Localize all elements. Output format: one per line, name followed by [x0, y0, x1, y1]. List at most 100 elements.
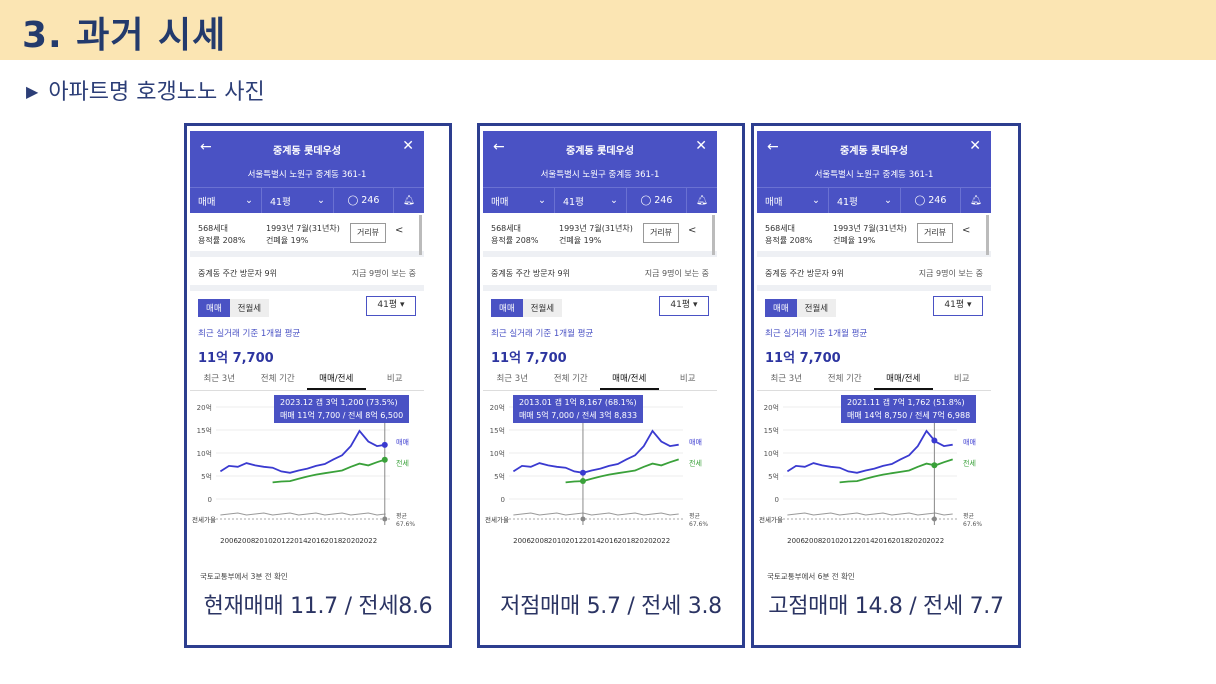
average-price: 11억 7,700	[190, 347, 424, 369]
caret-down-icon: ▾	[693, 300, 698, 310]
deal-type-select[interactable]: 매매 ⌄	[483, 188, 555, 213]
households: 568세대	[491, 224, 521, 233]
tab-sale[interactable]: 매매	[765, 299, 797, 317]
period-tabs: 최근 3년 전체 기간 매매/전세 비교	[190, 369, 424, 391]
price-chart[interactable]: 20억 15억 10억 5억 0 매매 전세 전세가율 평균 67.6% 2006 2008 2010 2…	[190, 391, 424, 551]
average-label: 최근 실거래 기준 1개월 평균	[491, 329, 594, 339]
filter-bar: 매매 ⌄ 41평 ⌄ ◯ 246 🔔︎	[757, 187, 991, 213]
tab-sale-lease[interactable]: 매매/전세	[874, 369, 933, 390]
x-tick-label: 2022	[652, 537, 670, 545]
arrow-left-icon[interactable]: ←	[200, 139, 212, 155]
average-price: 11억 7,700	[757, 347, 991, 369]
deal-type-label: 매매	[491, 196, 509, 208]
visitor-row[interactable]: 중계동 주간 방문자 9위 지금 9명이 보는 중	[757, 257, 991, 291]
average-price-value: 11억 7,700	[198, 351, 274, 366]
street-view-button[interactable]: 거리뷰	[643, 223, 679, 243]
period-tabs: 최근 3년 전체 기간 매매/전세 비교	[757, 369, 991, 391]
floor-area-ratio: 용적률 208%	[765, 236, 813, 245]
tab-lease[interactable]: 전월세	[522, 299, 563, 317]
share-icon[interactable]: <	[962, 225, 971, 236]
apartment-name: 중계동 롯데우성	[566, 146, 634, 157]
tab-all-period[interactable]: 전체 기간	[260, 374, 295, 384]
x-tick-label: 2016	[600, 537, 618, 545]
deal-type-select[interactable]: 매매 ⌄	[757, 188, 829, 213]
bell-icon[interactable]: 🔔︎	[695, 195, 709, 206]
arrow-left-icon[interactable]: ←	[493, 139, 505, 155]
size-select[interactable]: 41평 ⌄	[262, 188, 334, 213]
source-note: 국토교통부에서 3분 전 확인	[200, 572, 288, 581]
x-tick-label: 2014	[290, 537, 308, 545]
scrollbar[interactable]	[419, 215, 422, 255]
size-dropdown[interactable]: 41평 ▾	[933, 296, 983, 316]
series-label: 전세	[963, 458, 976, 467]
close-icon[interactable]: ✕	[402, 138, 414, 154]
y-tick-label: 0	[208, 496, 212, 504]
apartment-info: 568세대 용적률 208% 1993년 7월(31년차) 건폐율 19% 거리뷰 …	[483, 213, 717, 257]
comment-count: 246	[654, 195, 673, 206]
ratio-label: 전세가율	[485, 515, 509, 524]
tooltip-gap: 2023.12 갭 3억 1,200 (73.5%)	[280, 398, 398, 407]
price-chart[interactable]: 20억 15억 10억 5억 0 매매 전세 전세가율 평균 67.6% 2006 2008 2010 2…	[757, 391, 991, 551]
y-tick-label: 15억	[764, 427, 779, 435]
street-view-button[interactable]: 거리뷰	[350, 223, 386, 243]
apartment-name: 중계동 롯데우성	[273, 146, 341, 157]
tab-recent-3y[interactable]: 최근 3년	[203, 374, 236, 384]
ratio-avg-value: 67.6%	[396, 521, 415, 528]
tab-all-period[interactable]: 전체 기간	[827, 374, 862, 384]
apartment-address: 서울특별시 노원구 중계동 361-1	[247, 170, 367, 180]
scrollbar[interactable]	[712, 215, 715, 255]
street-view-button[interactable]: 거리뷰	[917, 223, 953, 243]
comments-button[interactable]: ◯ 246	[901, 188, 961, 213]
app-screenshot: ← 중계동 롯데우성 ✕ 서울특별시 노원구 중계동 361-1 매매 ⌄ 41평…	[190, 131, 424, 586]
tab-compare[interactable]: 비교	[679, 374, 696, 384]
tab-sale-lease[interactable]: 매매/전세	[307, 369, 366, 390]
x-tick-label: 2012	[565, 537, 583, 545]
tab-lease[interactable]: 전월세	[229, 299, 270, 317]
y-tick-label: 15억	[490, 427, 505, 435]
visitor-row[interactable]: 중계동 주간 방문자 9위 지금 9명이 보는 중	[483, 257, 717, 291]
average-price-value: 11억 7,700	[765, 351, 841, 366]
chevron-down-icon: ⌄	[884, 195, 892, 206]
tab-sale[interactable]: 매매	[491, 299, 523, 317]
tab-sale[interactable]: 매매	[198, 299, 230, 317]
ratio-avg-label: 평균	[396, 512, 408, 520]
visit-rank: 중계동 주간 방문자 9위	[491, 269, 570, 278]
size-select[interactable]: 41평 ⌄	[555, 188, 627, 213]
size-dropdown[interactable]: 41평 ▾	[366, 296, 416, 316]
x-tick-label: 2008	[238, 537, 256, 545]
tab-recent-3y[interactable]: 최근 3년	[496, 374, 529, 384]
comments-button[interactable]: ◯ 246	[627, 188, 687, 213]
tab-compare[interactable]: 비교	[953, 374, 970, 384]
deal-type-select[interactable]: 매매 ⌄	[190, 188, 262, 213]
share-icon[interactable]: <	[688, 225, 697, 236]
coverage-ratio: 건폐율 19%	[266, 236, 309, 245]
tab-lease[interactable]: 전월세	[796, 299, 837, 317]
size-select[interactable]: 41평 ⌄	[829, 188, 901, 213]
x-tick-label: 2006	[513, 537, 531, 545]
tab-sale-lease[interactable]: 매매/전세	[600, 369, 659, 390]
arrow-left-icon[interactable]: ←	[767, 139, 779, 155]
y-tick-label: 20억	[197, 404, 212, 412]
scrollbar[interactable]	[986, 215, 989, 255]
comments-button[interactable]: ◯ 246	[334, 188, 394, 213]
bell-icon[interactable]: 🔔︎	[402, 195, 416, 206]
size-dropdown[interactable]: 41평 ▾	[659, 296, 709, 316]
price-chart[interactable]: 20억 15억 10억 5억 0 매매 전세 전세가율 평균 67.6% 2006 2008 2010 2…	[483, 391, 717, 551]
x-tick-label: 2006	[787, 537, 805, 545]
tab-all-period[interactable]: 전체 기간	[553, 374, 588, 384]
tooltip-prices: 매매 14억 8,750 / 전세 7억 6,988	[847, 411, 971, 420]
x-tick-label: 2010	[255, 537, 273, 545]
chat-icon: ◯	[640, 195, 652, 206]
built-year: 1993년 7월(31년차)	[266, 224, 340, 233]
tab-recent-3y[interactable]: 최근 3년	[770, 374, 803, 384]
close-icon[interactable]: ✕	[695, 138, 707, 154]
chart-tooltip: 2013.01 갭 1억 8,167 (68.1%) 매매 5억 7,000 /…	[512, 395, 644, 423]
tab-compare[interactable]: 비교	[386, 374, 403, 384]
visitor-row[interactable]: 중계동 주간 방문자 9위 지금 9명이 보는 중	[190, 257, 424, 291]
share-icon[interactable]: <	[395, 225, 404, 236]
bell-icon[interactable]: 🔔︎	[969, 195, 983, 206]
y-tick-label: 10억	[764, 450, 779, 458]
close-icon[interactable]: ✕	[969, 138, 981, 154]
